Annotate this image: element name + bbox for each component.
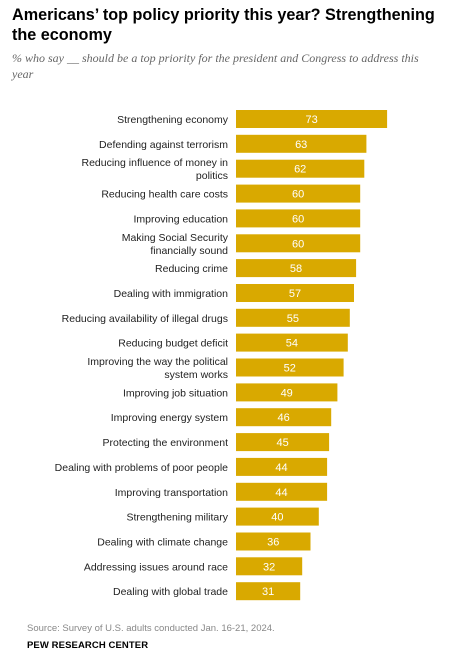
data-label-improving-energy-system: 46 — [277, 412, 289, 424]
data-label-improving-the-way-the-political-system-works: 52 — [284, 363, 296, 375]
data-label-strengthening-military: 40 — [271, 512, 283, 524]
category-label-dealing-with-global-trade: Dealing with global trade — [113, 586, 228, 598]
data-label-reducing-health-care-costs: 60 — [292, 189, 304, 201]
category-label-line: Reducing influence of money in — [81, 157, 228, 169]
category-label-protecting-the-environment: Protecting the environment — [103, 437, 229, 449]
bar-reducing-influence-of-money-in-politics — [236, 159, 365, 178]
category-label-line: Improving energy system — [111, 412, 229, 424]
bar-protecting-the-environment — [236, 433, 330, 452]
category-label-defending-against-terrorism: Defending against terrorism — [99, 139, 228, 151]
category-label-reducing-budget-deficit: Reducing budget deficit — [118, 338, 228, 350]
data-label-defending-against-terrorism: 63 — [295, 139, 307, 151]
data-label-strengthening-economy: 73 — [305, 114, 317, 126]
category-label-line: Dealing with problems of poor people — [55, 462, 229, 474]
data-label-reducing-crime: 58 — [290, 263, 302, 275]
data-label-reducing-availability-of-illegal-drugs: 55 — [287, 313, 299, 325]
category-label-line: politics — [196, 170, 228, 182]
data-label-dealing-with-immigration: 57 — [289, 288, 301, 300]
bar-dealing-with-climate-change — [236, 532, 311, 551]
category-label-strengthening-military: Strengthening military — [126, 512, 228, 524]
category-label-line: Reducing health care costs — [101, 189, 228, 201]
category-label-strengthening-economy: Strengthening economy — [117, 114, 229, 126]
data-label-dealing-with-global-trade: 31 — [262, 586, 274, 598]
category-label-dealing-with-problems-of-poor-people: Dealing with problems of poor people — [55, 462, 229, 474]
category-label-line: financially sound — [150, 245, 228, 257]
category-label-line: Improving transportation — [115, 487, 228, 499]
brand-logo-text: PEW RESEARCH CENTER — [27, 640, 149, 651]
bar-improving-the-way-the-political-system-works — [236, 358, 344, 377]
data-label-making-social-security-financially-sound: 60 — [292, 238, 304, 250]
bar-strengthening-economy — [236, 110, 388, 128]
category-label-dealing-with-immigration: Dealing with immigration — [114, 288, 229, 300]
category-label-addressing-issues-around-race: Addressing issues around race — [84, 561, 228, 573]
category-label-line: Dealing with global trade — [113, 586, 228, 598]
bar-reducing-crime — [236, 259, 357, 278]
category-label-reducing-availability-of-illegal-drugs: Reducing availability of illegal drugs — [62, 313, 228, 325]
category-label-line: Making Social Security — [122, 232, 229, 244]
category-label-improving-the-way-the-political-system-works: Improving the way the political system wo… — [87, 356, 228, 381]
category-label-line: Protecting the environment — [103, 437, 229, 449]
data-label-improving-transportation: 44 — [275, 487, 287, 499]
bar-making-social-security-financially-sound — [236, 234, 361, 253]
category-label-line: system works — [164, 369, 228, 381]
category-label-reducing-crime: Reducing crime — [155, 263, 228, 275]
bar-improving-transportation — [236, 482, 328, 501]
category-label-reducing-influence-of-money-in-politics: Reducing influence of money in politics — [81, 157, 228, 182]
category-label-dealing-with-climate-change: Dealing with climate change — [97, 537, 228, 549]
category-label-improving-transportation: Improving transportation — [115, 487, 228, 499]
data-label-dealing-with-climate-change: 36 — [267, 537, 279, 549]
category-label-line: Dealing with climate change — [97, 537, 228, 549]
bar-defending-against-terrorism — [236, 134, 367, 153]
chart-subtitle: % who say __ should be a top priority fo… — [12, 51, 419, 81]
bar-reducing-health-care-costs — [236, 184, 361, 203]
data-label-reducing-budget-deficit: 54 — [286, 338, 298, 350]
category-label-making-social-security-financially-sound: Making Social Security financially sound — [122, 232, 229, 257]
data-label-protecting-the-environment: 45 — [276, 437, 288, 449]
bar-dealing-with-global-trade — [236, 582, 301, 601]
source-note: Source: Survey of U.S. adults conducted … — [27, 623, 275, 634]
data-label-dealing-with-problems-of-poor-people: 44 — [275, 462, 287, 474]
bar-improving-job-situation — [236, 383, 338, 402]
category-label-improving-energy-system: Improving energy system — [111, 412, 229, 424]
bar-reducing-budget-deficit — [236, 333, 348, 352]
category-label-line: Reducing crime — [155, 263, 228, 275]
bar-improving-education — [236, 209, 361, 228]
category-label-reducing-health-care-costs: Reducing health care costs — [101, 189, 228, 201]
category-label-line: Strengthening economy — [117, 114, 229, 126]
bar-addressing-issues-around-race — [236, 557, 303, 576]
category-label-improving-education: Improving education — [133, 213, 228, 225]
data-label-improving-education: 60 — [292, 213, 304, 225]
category-label-line: Reducing budget deficit — [118, 338, 228, 350]
bar-strengthening-military — [236, 507, 319, 526]
bar-dealing-with-immigration — [236, 284, 354, 302]
data-label-addressing-issues-around-race: 32 — [263, 561, 275, 573]
category-label-line: Defending against terrorism — [99, 139, 228, 151]
category-label-line: Dealing with immigration — [114, 288, 229, 300]
category-label-line: Addressing issues around race — [84, 561, 228, 573]
data-label-improving-job-situation: 49 — [281, 387, 293, 399]
chart-title: Americans’ top policy priority this year… — [12, 6, 435, 44]
category-label-line: Improving education — [133, 213, 228, 225]
bar-improving-energy-system — [236, 408, 332, 427]
category-label-line: Reducing availability of illegal drugs — [62, 313, 228, 325]
category-label-line: Strengthening military — [126, 512, 228, 524]
data-label-reducing-influence-of-money-in-politics: 62 — [294, 164, 306, 176]
category-label-line: Improving job situation — [123, 387, 228, 399]
category-label-improving-job-situation: Improving job situation — [123, 387, 228, 399]
category-label-line: Improving the way the political — [87, 356, 228, 368]
bar-dealing-with-problems-of-poor-people — [236, 457, 328, 476]
bar-reducing-availability-of-illegal-drugs — [236, 308, 350, 327]
